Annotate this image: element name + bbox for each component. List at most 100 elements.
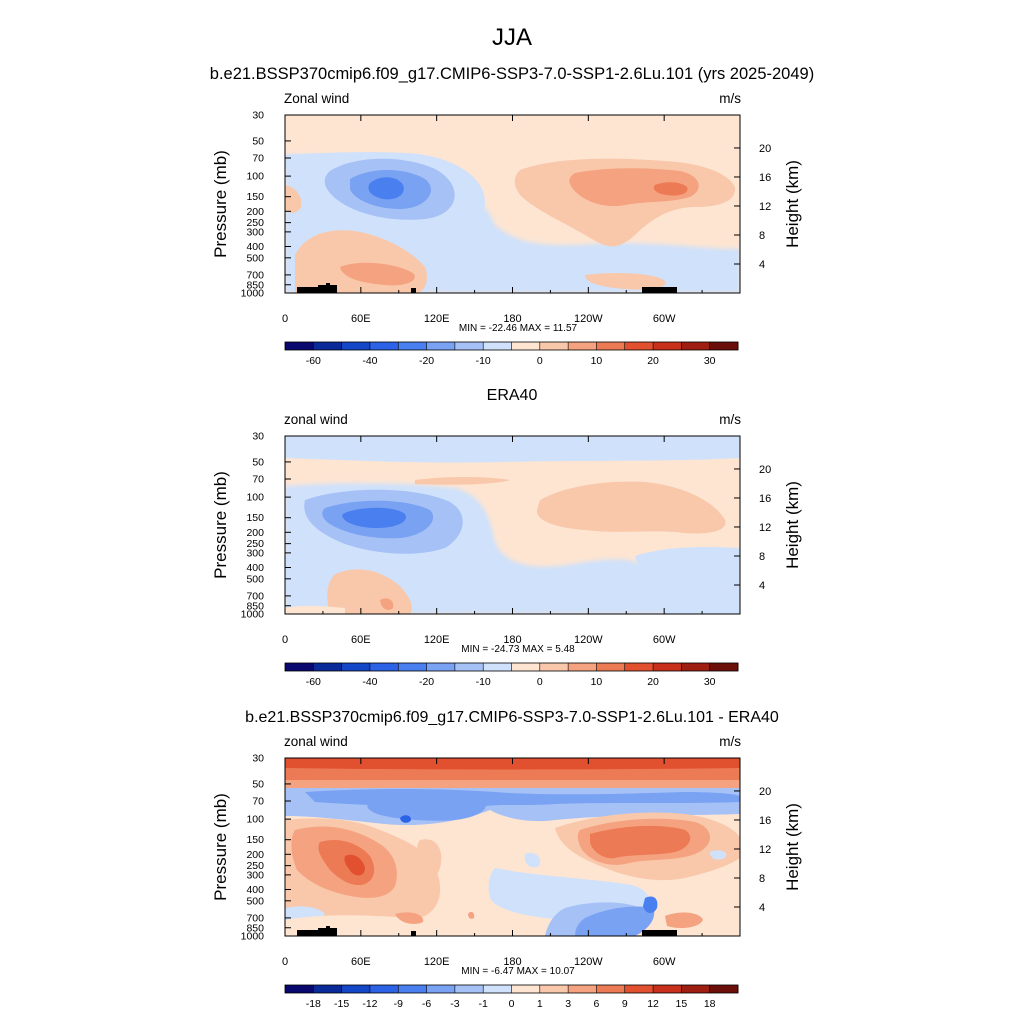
panel-3-x-ticks: 0 60E 120E 180 120W 60W — [282, 758, 703, 968]
panel-3-colorbar-label-18: -18 — [306, 998, 321, 1010]
panel-2-y-tick-label-700: 700 — [246, 590, 264, 602]
panel-2-right-tick-label-20: 20 — [759, 464, 771, 476]
panel-2-right-axis-label: Height (km) — [783, 481, 802, 569]
panel-1-colorbar-label-20: -20 — [419, 355, 434, 367]
panel-1-variable-label: Zonal wind — [284, 91, 349, 106]
panel-1-colorbar-swatch — [369, 342, 399, 350]
panel-2-x-tick-label-60e: 60E — [351, 634, 371, 646]
panel-1-colorbar-swatch — [285, 342, 314, 350]
panel-1-colorbar: -60 -40 -20 -10 0 10 20 30 — [284, 341, 739, 367]
panel-2-y-tick-label-100: 100 — [246, 492, 264, 504]
panel-2-colorbar: -60 -40 -20 -10 0 10 20 30 — [284, 662, 739, 688]
panel-2-right-tick-label-16: 16 — [759, 493, 771, 505]
panel-1-colorbar-swatch — [511, 342, 541, 350]
panel-1-colorbar-swatch — [454, 342, 484, 350]
panel-2-colorbar-swatch — [369, 663, 399, 671]
panel-2-right-tick-label-4: 4 — [759, 580, 765, 592]
panel-3-colorbar-swatch — [369, 985, 399, 993]
panel-2-colorbar-swatch — [285, 663, 314, 671]
panel-3-left-axis-label: Pressure (mb) — [211, 793, 230, 901]
panel-1-colorbar-swatch — [313, 342, 343, 350]
panel-1-colorbar-swatch — [483, 342, 512, 350]
panel-2-y-tick-label-30: 30 — [252, 431, 264, 443]
panel-2-colorbar-swatch — [681, 663, 711, 671]
panel-3-x-tick-label-60e: 60E — [351, 956, 371, 968]
panel-3-y-tick-label-70: 70 — [252, 796, 264, 808]
panel-3-colorbar: -18 -15 -12 -9 -6 -3 -1 0 1 3 6 9 12 15 18 — [284, 984, 739, 1010]
panel-3-colorbar-swatch — [285, 985, 314, 993]
panel-2-colorbar-label-60: -60 — [306, 676, 321, 688]
panel-2-colorbar-label-20: -20 — [419, 676, 434, 688]
panel-1-right-tick-label-20: 20 — [759, 143, 771, 155]
panel-3-colorbar-swatch — [539, 985, 569, 993]
panel-2-colorbar-label-40: -40 — [362, 676, 377, 688]
panel-3-colorbar-label-6: 6 — [594, 998, 600, 1010]
panel-1-right-tick-label-16: 16 — [759, 172, 771, 184]
panel-2-x-tick-label-120e: 120E — [424, 634, 450, 646]
panel-2-right-ticks: 20 16 12 8 4 — [734, 464, 771, 592]
panel-2-right-tick-label-8: 8 — [759, 551, 765, 563]
case-title: b.e21.BSSP370cmip6.f09_g17.CMIP6-SSP3-7.… — [210, 65, 814, 83]
panel-1-y-tick-label-300: 300 — [246, 226, 264, 238]
panel-1-x-tick-label-120e: 120E — [424, 313, 450, 325]
panel-3-colorbar-label-3: -3 — [450, 998, 459, 1010]
panel-3-colorbar-swatch — [624, 985, 654, 993]
panel-2-colorbar-label-20: 20 — [647, 676, 659, 688]
panel-2-y-tick-label-300: 300 — [246, 547, 264, 559]
panel-3-colorbar-swatch — [653, 985, 682, 993]
panel-1-right-ticks: 20 16 12 8 4 — [734, 143, 771, 271]
panel-3-variable-label: zonal wind — [284, 734, 348, 749]
panel-2-title: ERA40 — [487, 387, 538, 404]
panel-3-y-tick-label-1000: 1000 — [241, 931, 265, 943]
panel-2-y-tick-label-850: 850 — [246, 600, 264, 612]
panel-1-colorbar-label-10: -10 — [476, 355, 491, 367]
panel-3-colorbar-label-9: 9 — [622, 998, 628, 1010]
panel-2-x-tick-label-0: 0 — [282, 634, 288, 646]
panel-3-colorbar-label-12: 12 — [647, 998, 659, 1010]
panel-2-colorbar-swatch — [653, 663, 682, 671]
panel-1-colorbar-label-0: 0 — [537, 355, 543, 367]
panel-3-y-tick-label-200: 200 — [246, 849, 264, 861]
panel-1-right-tick-label-12: 12 — [759, 201, 771, 213]
panel-3-colorbar-swatch — [681, 985, 711, 993]
panel-2-y-tick-label-70: 70 — [252, 474, 264, 486]
panel-3-x-tick-label-180: 180 — [503, 956, 521, 968]
panel-3: b.e21.BSSP370cmip6.f09_g17.CMIP6-SSP3-7.… — [211, 709, 802, 1010]
panel-1-y-tick-label-250: 250 — [246, 217, 264, 229]
panel-3-colorbar-label-6: -6 — [422, 998, 431, 1010]
panel-2-left-axis-label: Pressure (mb) — [211, 471, 230, 579]
panel-1-y-tick-label-150: 150 — [246, 191, 264, 203]
panel-3-y-tick-label-250: 250 — [246, 860, 264, 872]
panel-2-colorbar-border — [284, 662, 739, 672]
panel-3-colorbar-swatch — [454, 985, 484, 993]
panel-3-right-ticks: 20 16 12 8 4 — [734, 786, 771, 914]
panel-1-right-tick-label-8: 8 — [759, 230, 765, 242]
panel-2-y-tick-label-150: 150 — [246, 512, 264, 524]
panel-2-y-tick-label-500: 500 — [246, 573, 264, 585]
panel-1-colorbar-swatch — [624, 342, 654, 350]
panel-2-units: m/s — [719, 412, 741, 427]
panel-2-colorbar-swatch — [313, 663, 343, 671]
panel-1-y-tick-label-400: 400 — [246, 241, 264, 253]
panel-2-y-tick-label-200: 200 — [246, 527, 264, 539]
panel-2-y-tick-label-400: 400 — [246, 562, 264, 574]
panel-2-colorbar-swatch — [568, 663, 597, 671]
panel-3-stats: MIN = -6.47 MAX = 10.07 — [461, 966, 575, 977]
panel-2-y-tick-label-50: 50 — [252, 456, 264, 468]
panel-3-colorbar-label-18: 18 — [704, 998, 716, 1010]
panel-1-y-tick-label-30: 30 — [252, 110, 264, 122]
panel-1-y-tick-label-200: 200 — [246, 206, 264, 218]
panel-1-colorbar-swatch — [709, 342, 739, 350]
panel-1-y-tick-label-50: 50 — [252, 135, 264, 147]
panel-1-colorbar-swatch — [398, 342, 427, 350]
panel-1-plot — [285, 115, 740, 293]
panel-2-colorbar-swatch — [426, 663, 456, 671]
panel-2-colorbar-label-10: 10 — [591, 676, 603, 688]
panel-3-colorbar-label-3: 3 — [565, 998, 571, 1010]
panel-1-y-tick-label-70: 70 — [252, 153, 264, 165]
panel-3-x-tick-label-120w: 120W — [574, 956, 603, 968]
panel-3-colorbar-label-9: -9 — [394, 998, 403, 1010]
panel-2-colorbar-swatch — [341, 663, 371, 671]
